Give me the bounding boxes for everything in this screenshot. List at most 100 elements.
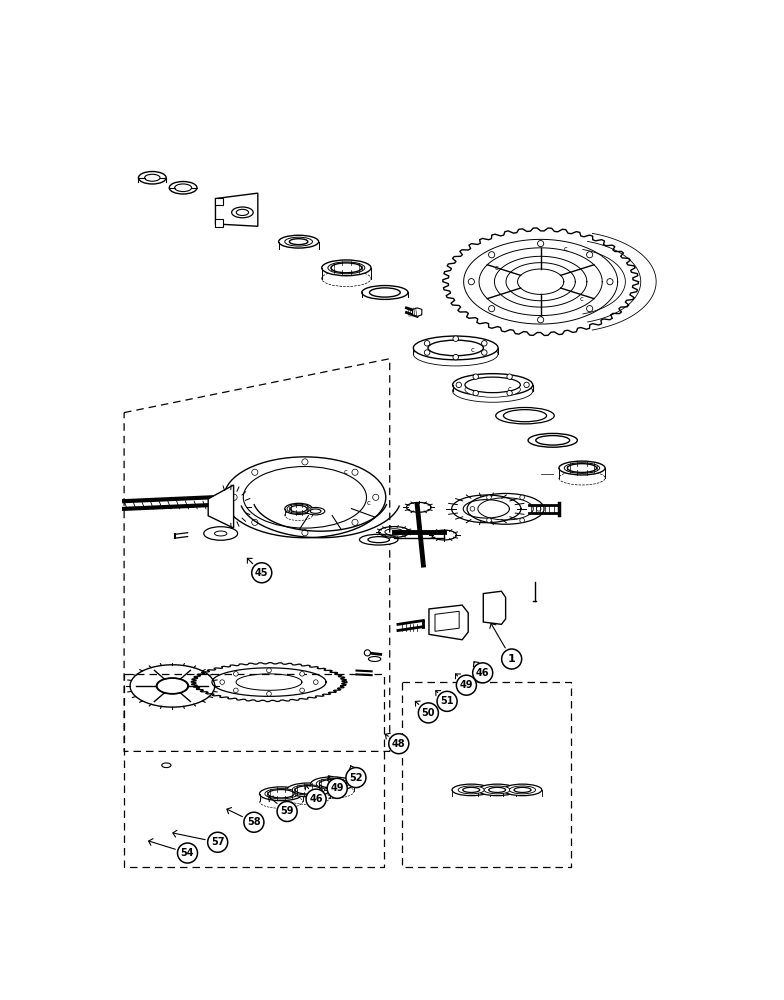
Ellipse shape <box>514 787 531 792</box>
Circle shape <box>538 241 544 247</box>
Polygon shape <box>216 193 258 226</box>
Circle shape <box>277 801 297 821</box>
Circle shape <box>299 672 304 676</box>
Text: c: c <box>564 246 568 252</box>
Ellipse shape <box>452 784 491 796</box>
Circle shape <box>346 768 366 788</box>
Ellipse shape <box>361 286 408 299</box>
Circle shape <box>352 519 358 525</box>
Ellipse shape <box>157 678 188 694</box>
Ellipse shape <box>285 503 313 514</box>
Circle shape <box>524 382 529 388</box>
Ellipse shape <box>139 172 166 184</box>
Circle shape <box>453 354 459 360</box>
Circle shape <box>424 341 430 346</box>
Circle shape <box>252 469 258 475</box>
Ellipse shape <box>368 537 390 543</box>
Ellipse shape <box>477 498 533 520</box>
Polygon shape <box>429 605 468 640</box>
Ellipse shape <box>204 527 238 540</box>
Text: 48: 48 <box>392 739 405 749</box>
Circle shape <box>314 680 318 684</box>
Circle shape <box>306 789 326 809</box>
Circle shape <box>481 350 487 355</box>
Text: 50: 50 <box>422 708 435 718</box>
Text: 58: 58 <box>247 817 261 827</box>
Ellipse shape <box>535 436 570 445</box>
Ellipse shape <box>215 531 227 536</box>
Ellipse shape <box>310 777 354 791</box>
Text: 54: 54 <box>181 848 194 858</box>
Circle shape <box>252 563 272 583</box>
Circle shape <box>327 778 347 798</box>
Ellipse shape <box>144 174 160 181</box>
Circle shape <box>507 374 512 379</box>
Ellipse shape <box>289 239 308 245</box>
Ellipse shape <box>510 786 535 794</box>
Text: 59: 59 <box>281 806 294 816</box>
Text: 51: 51 <box>441 696 454 706</box>
Circle shape <box>424 350 430 355</box>
Ellipse shape <box>467 493 544 524</box>
Text: 49: 49 <box>459 680 473 690</box>
Circle shape <box>231 494 237 500</box>
Text: c: c <box>508 386 512 392</box>
Text: 46: 46 <box>476 668 489 678</box>
Circle shape <box>507 390 512 396</box>
Text: 46: 46 <box>310 794 323 804</box>
Circle shape <box>453 336 459 341</box>
Ellipse shape <box>278 235 318 248</box>
Polygon shape <box>435 611 459 631</box>
Circle shape <box>389 734 408 754</box>
Ellipse shape <box>243 466 366 528</box>
Circle shape <box>607 279 613 285</box>
Circle shape <box>468 279 474 285</box>
Circle shape <box>487 518 492 523</box>
Circle shape <box>473 390 478 396</box>
Ellipse shape <box>559 461 605 475</box>
Polygon shape <box>412 308 422 316</box>
Ellipse shape <box>175 184 191 192</box>
Text: 49: 49 <box>331 783 344 793</box>
Circle shape <box>437 691 457 711</box>
Ellipse shape <box>310 509 321 513</box>
Ellipse shape <box>287 783 330 797</box>
Circle shape <box>302 530 308 536</box>
Text: c: c <box>579 296 583 302</box>
Ellipse shape <box>452 380 532 402</box>
Circle shape <box>488 252 495 258</box>
Ellipse shape <box>463 787 480 792</box>
Text: c: c <box>343 469 347 475</box>
Ellipse shape <box>478 784 517 796</box>
Ellipse shape <box>260 787 303 801</box>
Circle shape <box>372 494 379 500</box>
Ellipse shape <box>503 410 546 422</box>
Circle shape <box>586 306 593 312</box>
Ellipse shape <box>321 260 371 276</box>
Ellipse shape <box>268 790 294 798</box>
Circle shape <box>520 495 524 500</box>
Text: 45: 45 <box>255 568 268 578</box>
Polygon shape <box>483 591 506 624</box>
Ellipse shape <box>413 336 498 360</box>
Circle shape <box>220 680 224 684</box>
Ellipse shape <box>359 534 398 545</box>
Ellipse shape <box>169 182 197 194</box>
Ellipse shape <box>224 457 386 538</box>
Ellipse shape <box>331 263 361 273</box>
Ellipse shape <box>287 504 310 513</box>
Ellipse shape <box>162 763 171 768</box>
Ellipse shape <box>368 657 381 661</box>
Ellipse shape <box>285 237 313 246</box>
Polygon shape <box>443 228 638 335</box>
Circle shape <box>487 495 492 500</box>
Circle shape <box>456 382 462 388</box>
Ellipse shape <box>290 505 307 512</box>
Ellipse shape <box>236 209 249 215</box>
Circle shape <box>488 306 495 312</box>
Circle shape <box>299 688 304 693</box>
Text: 1: 1 <box>508 654 516 664</box>
Circle shape <box>252 519 258 525</box>
Circle shape <box>267 691 271 696</box>
Circle shape <box>481 341 487 346</box>
